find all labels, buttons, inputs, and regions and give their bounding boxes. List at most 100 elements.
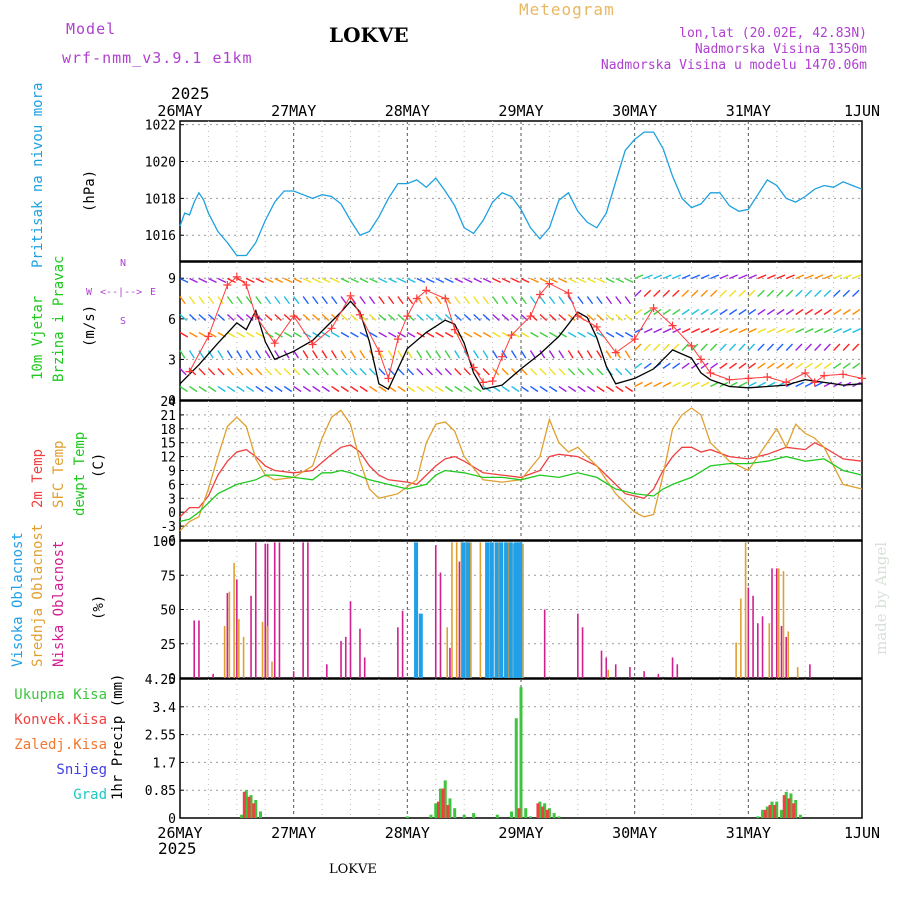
wind-barb <box>624 385 634 393</box>
bar-total_precip <box>519 687 523 818</box>
wind-barb <box>406 296 414 305</box>
wind-barb <box>804 362 813 370</box>
wind-barb <box>302 385 311 393</box>
wind-barb <box>691 362 700 370</box>
wind-barb <box>350 313 358 322</box>
wind-barb <box>236 296 243 305</box>
compass-w: W <box>86 287 93 298</box>
bar-low_cloud <box>250 595 252 678</box>
wind-barb <box>615 296 622 305</box>
wind-barb <box>416 385 425 393</box>
year-top: 2025 <box>171 84 210 103</box>
wind-barb <box>747 362 757 370</box>
x-tick-label-top: 31MAY <box>726 102 771 120</box>
wind-barb <box>245 296 253 305</box>
wind-barb <box>823 362 832 370</box>
wind-barb <box>473 313 481 322</box>
wind-barb <box>198 296 205 305</box>
wind-barb <box>672 343 680 351</box>
wind-barb <box>293 331 302 338</box>
wind-barb <box>719 289 727 298</box>
x-tick-label-top: 28MAY <box>385 102 430 120</box>
wind-barb <box>567 367 576 376</box>
wind-barb <box>501 385 510 393</box>
wind-barb <box>179 277 189 284</box>
wind-barb <box>605 350 612 359</box>
gust-marker <box>270 339 279 348</box>
x-tick-label-top: 27MAY <box>271 102 316 120</box>
wind-barb <box>529 350 536 359</box>
gust-marker <box>706 368 715 377</box>
wind-barb <box>387 350 394 359</box>
wind-barb <box>823 308 832 316</box>
wind-barb <box>387 296 395 305</box>
wind-barb <box>463 277 473 284</box>
wind-barb <box>454 313 462 322</box>
legend-hail: Grad <box>73 787 107 803</box>
wind-barb <box>653 289 661 298</box>
bar-total_precip <box>547 808 551 818</box>
wind-barb <box>520 367 528 376</box>
wind-barb <box>748 381 757 388</box>
gust-marker <box>374 347 383 356</box>
wind-barb <box>691 289 699 298</box>
bar-low_cloud <box>785 636 788 678</box>
wind-barb <box>425 350 432 359</box>
y-tick-label-precip: 4.25 <box>145 673 176 688</box>
wind-barb <box>738 381 748 388</box>
series-line-dewpt <box>179 455 863 523</box>
wind-barb <box>473 277 483 284</box>
wind-barb <box>558 350 565 359</box>
bar-high_cloud <box>418 613 423 678</box>
wind-barb <box>198 385 207 393</box>
wind-barb <box>539 367 547 376</box>
bar-low_cloud <box>363 657 366 678</box>
y-tick-label-pressure: 1020 <box>145 156 176 171</box>
y-tick-label-temperature: 24 <box>160 395 176 410</box>
gust-marker <box>839 370 848 379</box>
wind-barb <box>577 331 586 338</box>
wind-barb <box>842 289 851 298</box>
bar-high_cloud <box>508 542 513 678</box>
wind-barb <box>444 350 451 359</box>
wind-barb <box>368 296 376 305</box>
wind-barb <box>776 274 786 280</box>
bar-mid_cloud <box>522 543 524 678</box>
bar-conv_precip <box>436 801 440 818</box>
gust-marker <box>592 322 601 331</box>
wind-barb <box>283 385 293 393</box>
wind-barb <box>823 343 831 351</box>
wind-barb <box>833 289 841 298</box>
wind-barb <box>350 331 359 338</box>
wind-barb <box>567 385 577 393</box>
wind-barb <box>406 367 415 376</box>
wind-barb <box>454 367 462 376</box>
wind-barb <box>425 385 435 393</box>
wind-barb <box>634 289 642 298</box>
gust-marker <box>668 321 677 330</box>
bar-low_cloud <box>401 610 404 678</box>
wind-barb <box>567 350 574 359</box>
gust-marker <box>441 294 450 303</box>
gust-marker <box>308 340 317 349</box>
bar-mid_cloud <box>796 667 799 678</box>
wind-barb <box>321 331 331 338</box>
wind-barb <box>653 343 661 351</box>
wind-barb <box>662 274 672 280</box>
bar-high_cloud <box>461 542 466 678</box>
wind-barb <box>539 277 549 284</box>
wind-barb <box>293 277 303 284</box>
wind-barb <box>766 343 775 351</box>
wind-barb <box>662 308 671 316</box>
wind-barb <box>738 362 747 370</box>
wind-barb <box>321 296 328 305</box>
wind-barb <box>454 296 461 305</box>
y-tick-label-temperature: 15 <box>160 437 176 452</box>
wind-barb <box>804 274 814 280</box>
wind-barb <box>245 385 255 393</box>
wind-barb <box>378 277 388 284</box>
compass-n: N <box>120 258 127 269</box>
bar-total_precip <box>244 790 248 818</box>
wind-barb <box>274 277 284 284</box>
wind-barb <box>274 350 281 359</box>
